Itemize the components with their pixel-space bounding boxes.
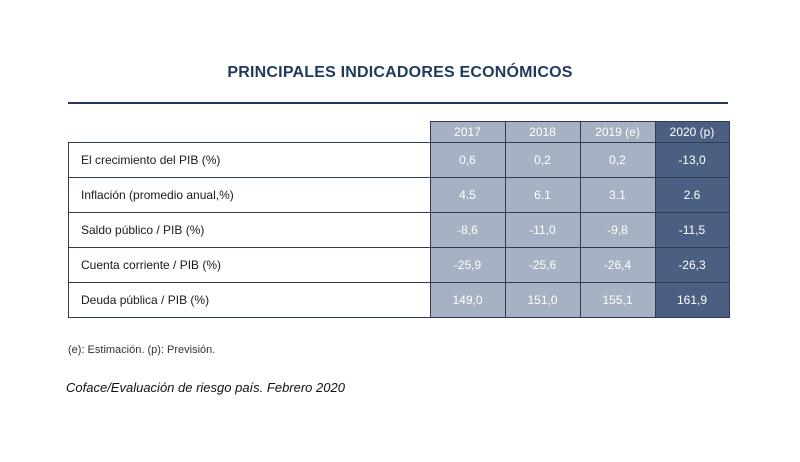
table-cell-highlight: 161,9	[654, 282, 730, 318]
table-cell-highlight: -11,5	[654, 212, 730, 248]
table-row: Deuda pública / PIB (%) 149,0 151,0 155,…	[68, 282, 730, 318]
column-header: 2018	[504, 121, 581, 143]
table-cell-highlight: -13,0	[654, 142, 730, 178]
row-label: Cuenta corriente / PIB (%)	[68, 247, 430, 283]
row-label: Inflación (promedio anual,%)	[68, 177, 430, 213]
table-cell: -25,6	[504, 247, 581, 283]
table-cell: 3.1	[579, 177, 656, 213]
row-label: Saldo público / PIB (%)	[68, 212, 430, 248]
table-cell: -9,8	[579, 212, 656, 248]
table-header-row: 2017 2018 2019 (e) 2020 (p)	[69, 121, 730, 143]
table-cell: -8,6	[429, 212, 506, 248]
row-label: El crecimiento del PIB (%)	[68, 142, 430, 178]
table-row: Cuenta corriente / PIB (%) -25,9 -25,6 -…	[68, 247, 730, 283]
table-cell: 0,2	[579, 142, 656, 178]
indicators-table: 2017 2018 2019 (e) 2020 (p) El crecimien…	[68, 121, 730, 318]
table-cell: -26,4	[579, 247, 656, 283]
row-label: Deuda pública / PIB (%)	[68, 282, 430, 318]
header-blank-cell	[69, 122, 431, 143]
table-cell: 151,0	[504, 282, 581, 318]
table-cell: -25,9	[429, 247, 506, 283]
table-cell-highlight: -26,3	[654, 247, 730, 283]
table-cell: 6.1	[504, 177, 581, 213]
table-cell: 0,2	[504, 142, 581, 178]
table-cell: -11,0	[504, 212, 581, 248]
table-row: Inflación (promedio anual,%) 4.5 6.1 3.1…	[68, 177, 730, 213]
page-title: PRINCIPALES INDICADORES ECONÓMICOS	[227, 64, 573, 81]
table-cell: 155,1	[579, 282, 656, 318]
table-row: Saldo público / PIB (%) -8,6 -11,0 -9,8 …	[68, 212, 730, 248]
source-caption: Coface/Evaluación de riesgo país. Febrer…	[66, 380, 345, 395]
column-header: 2017	[429, 121, 506, 143]
title-divider	[68, 102, 728, 104]
table-cell: 4.5	[429, 177, 506, 213]
table-cell: 149,0	[429, 282, 506, 318]
table-cell: 0,6	[429, 142, 506, 178]
column-header: 2019 (e)	[579, 121, 656, 143]
column-header-highlight: 2020 (p)	[654, 121, 730, 143]
table-cell-highlight: 2.6	[654, 177, 730, 213]
table-row: El crecimiento del PIB (%) 0,6 0,2 0,2 -…	[68, 142, 730, 178]
table-footnote: (e): Estimación. (p): Previsión.	[68, 344, 216, 356]
